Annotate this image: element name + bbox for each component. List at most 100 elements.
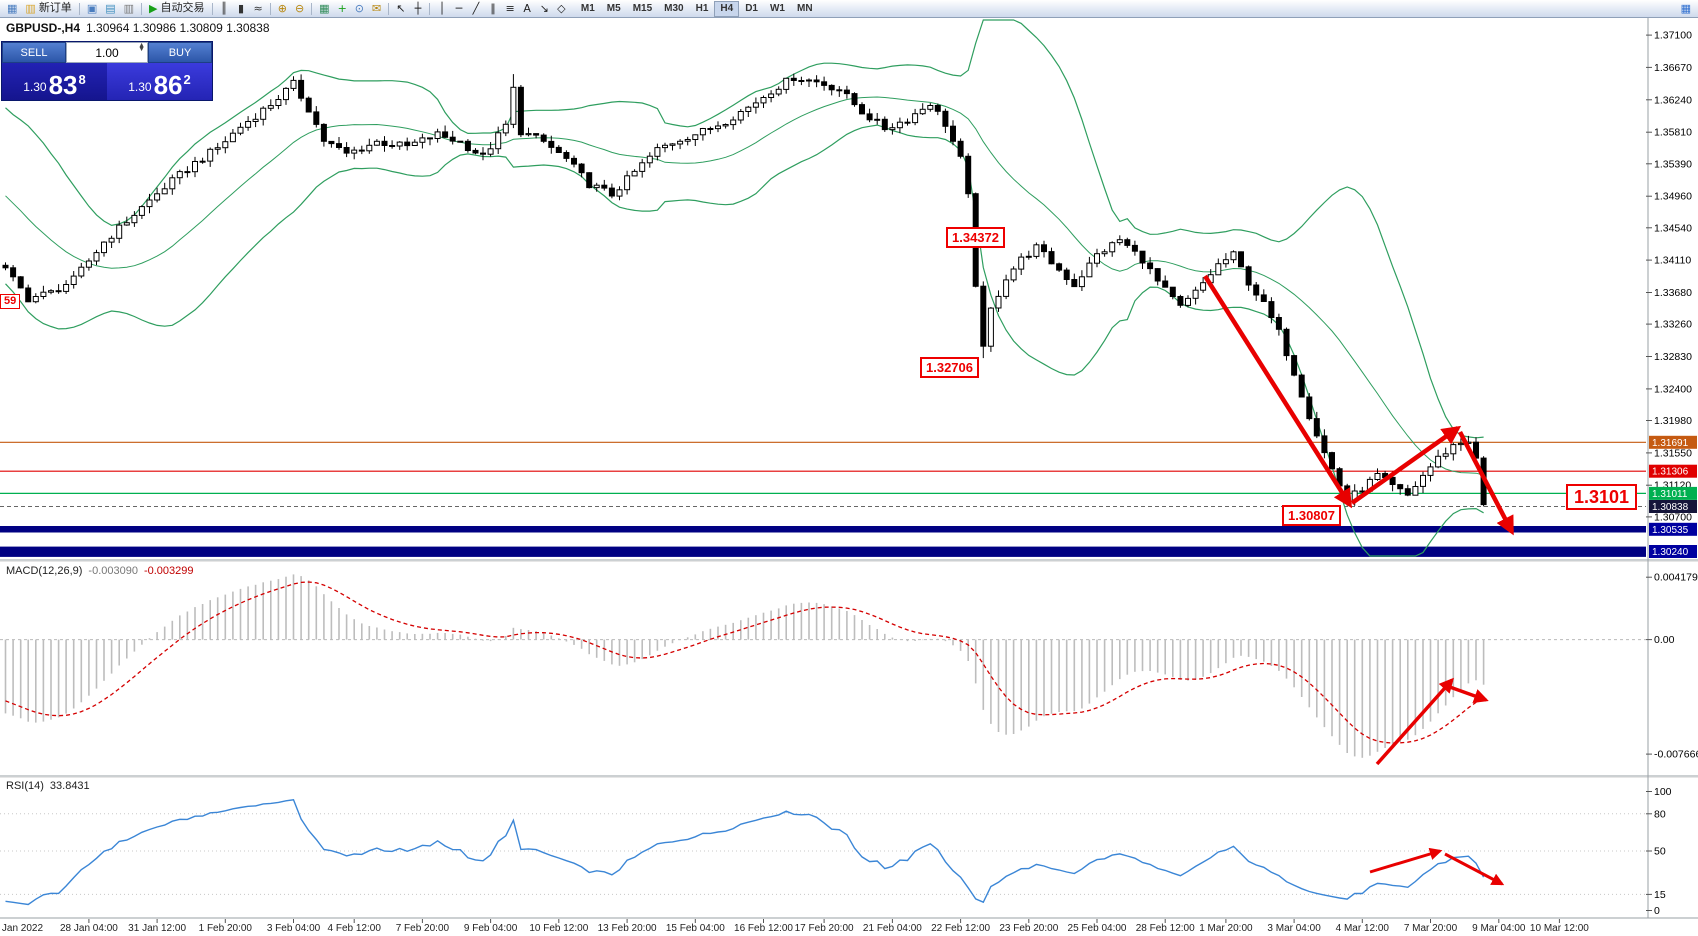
svg-text:4 Feb 12:00: 4 Feb 12:00 [328,923,382,934]
timeframe-button-H4[interactable]: H4 [714,0,740,17]
trend-arrows-macd[interactable] [1375,677,1489,766]
price-annotation-134372[interactable]: 1.34372 [946,227,1005,248]
svg-text:1.30535: 1.30535 [1652,525,1689,536]
trendline-icon-button[interactable]: ╱ [467,1,484,17]
svg-text:9 Feb 04:00: 9 Feb 04:00 [464,923,518,934]
bar-chart-icon: ║ [220,2,228,15]
lot-size-input[interactable]: 1.00 ▲ ▼ [66,42,148,63]
arrow-tool-icon-button[interactable]: ↘ [536,1,553,17]
price-annotation-130807[interactable]: 1.30807 [1282,505,1341,526]
macd-name: MACD(12,26,9) [6,565,83,577]
timeframe-button-W1[interactable]: W1 [769,2,785,14]
app-corner-icon-button[interactable]: ▦ [1677,1,1695,17]
toolbar-right: ▦ [1677,1,1695,17]
spin-up-icon[interactable]: ▲ [138,42,145,49]
market-watch-icon-button[interactable]: ▤ [101,1,119,17]
toolbar-separator [388,2,390,15]
symbol-period: GBPUSD-,H4 [6,21,81,35]
timeframe-button-M30[interactable]: M30 [664,2,684,14]
lot-value: 1.00 [95,45,119,60]
svg-text:1.36240: 1.36240 [1654,94,1692,106]
macd-histogram [4,574,1485,758]
new-order-button[interactable]: ▥ 新订单 [21,1,75,17]
svg-text:50: 50 [1654,846,1666,858]
svg-text:17 Feb 20:00: 17 Feb 20:00 [795,923,854,934]
timeframe-button-D1[interactable]: D1 [745,2,758,14]
svg-text:0: 0 [1654,905,1660,917]
trend-arrows-rsi[interactable] [1369,847,1505,886]
equidistant-channel-icon-button[interactable]: ∥ [484,1,501,17]
buy-price-prefix: 1.30 [128,80,152,94]
svg-text:15: 15 [1654,889,1666,901]
svg-text:3 Mar 04:00: 3 Mar 04:00 [1267,923,1321,934]
svg-text:10 Feb 12:00: 10 Feb 12:00 [529,923,588,934]
svg-text:3 Feb 04:00: 3 Feb 04:00 [267,923,321,934]
buy-button[interactable]: BUY [148,42,212,63]
svg-text:25 Feb 04:00: 25 Feb 04:00 [1068,923,1127,934]
svg-text:-0.007666: -0.007666 [1654,749,1698,761]
autotrade-button[interactable]: ▶ 自动交易 [145,1,208,17]
svg-text:100: 100 [1654,786,1672,798]
svg-text:1 Mar 20:00: 1 Mar 20:00 [1199,923,1253,934]
zoom-in-icon-button[interactable]: ⊕ [274,1,291,17]
one-click-trading-panel: SELL 1.00 ▲ ▼ BUY 1.30 83 8 1.30 [1,41,213,101]
market-watch-icon: ▤ [105,2,116,15]
chart-add-icon-button[interactable]: ▦ [3,1,21,17]
support-zones[interactable] [0,526,1646,557]
templates-icon-button[interactable]: ✉ [368,1,385,17]
price-annotation-132706[interactable]: 1.32706 [920,357,979,378]
price-annotation-13101[interactable]: 1.3101 [1566,484,1638,510]
svg-text:15 Feb 04:00: 15 Feb 04:00 [666,923,725,934]
new-order-icon: ▥ [25,2,36,15]
navigator-icon-button[interactable]: ▥ [120,1,138,17]
trend-arrows-main[interactable] [1203,274,1514,536]
timeframe-button-MN[interactable]: MN [796,2,813,14]
svg-text:21 Feb 04:00: 21 Feb 04:00 [863,923,922,934]
rsi-name: RSI(14) [6,780,44,792]
zoom-out-icon-button[interactable]: ⊖ [291,1,308,17]
spin-down-icon[interactable]: ▼ [138,45,145,53]
bar-chart-icon-button[interactable]: ║ [216,1,233,17]
shapes-icon: ◇ [557,2,566,15]
line-chart-icon-button[interactable]: ≈ [250,1,267,17]
horizontal-line-icon-button[interactable]: ─ [450,1,467,17]
horizontal-level-lines[interactable] [0,441,1646,507]
periods-icon-button[interactable]: ⊙ [351,1,368,17]
svg-text:31 Jan 12:00: 31 Jan 12:00 [128,923,186,934]
timeframe-button-H1[interactable]: H1 [695,2,709,14]
svg-text:80: 80 [1654,808,1666,820]
chart-canvas[interactable]: 1.37100 1.36670 1.36240 1.35810 1.35390 1.349… [0,18,1698,936]
sell-button[interactable]: SELL [2,42,66,63]
toolbar-separator [78,2,80,15]
price-axis-highlight-labels: 1.31691 1.31306 1.31011 1.30838 1.30535 1.302… [1649,435,1697,558]
crosshair-icon-button[interactable]: ┼ [409,1,426,17]
navigator-icon: ▥ [123,2,135,15]
price-annotation-clipped[interactable]: 59 [0,294,21,309]
lot-spinner[interactable]: ▲ ▼ [138,42,145,53]
toolbar: ▦ ▥ 新订单 ▣ ▤ ▥ ▶ 自动交易 ║ ▮ ≈ ⊕ ⊖ ▦ + ⊙ ✉ ↖ ┼ │ ─ ╱ ∥ ≡ A ↘ ◇ M1 M5 M15… [0,0,1698,18]
vertical-line-icon-button[interactable]: │ [433,1,450,17]
shapes-icon-button[interactable]: ◇ [553,1,570,17]
timeframe-button-M15[interactable]: M15 [632,2,653,14]
svg-text:10 Mar 12:00: 10 Mar 12:00 [1530,923,1589,934]
tile-windows-icon-button[interactable]: ▦ [315,1,333,17]
toolbar-separator [269,2,271,15]
pane-separator[interactable] [0,559,1698,919]
buy-quote[interactable]: 1.30 86 2 [107,63,212,100]
svg-text:28 Feb 12:00: 28 Feb 12:00 [1136,923,1195,934]
timeframe-button-M1[interactable]: M1 [580,2,595,14]
ohlc-values: 1.30964 1.30986 1.30809 1.30838 [86,21,270,35]
svg-text:1.33680: 1.33680 [1654,287,1692,299]
timeframe-button-M5[interactable]: M5 [606,2,621,14]
sell-quote[interactable]: 1.30 83 8 [2,63,107,100]
svg-text:13 Feb 20:00: 13 Feb 20:00 [598,923,657,934]
indicators-icon-button[interactable]: + [334,1,351,17]
sell-price-pip: 8 [78,72,86,87]
charts-icon-button[interactable]: ▣ [83,1,101,17]
cursor-icon-button[interactable]: ↖ [392,1,409,17]
svg-text:1.30838: 1.30838 [1652,502,1689,513]
text-tool-icon-button[interactable]: A [519,1,536,17]
fibonacci-icon-button[interactable]: ≡ [501,1,518,17]
candle-chart-icon-button[interactable]: ▮ [233,1,250,17]
